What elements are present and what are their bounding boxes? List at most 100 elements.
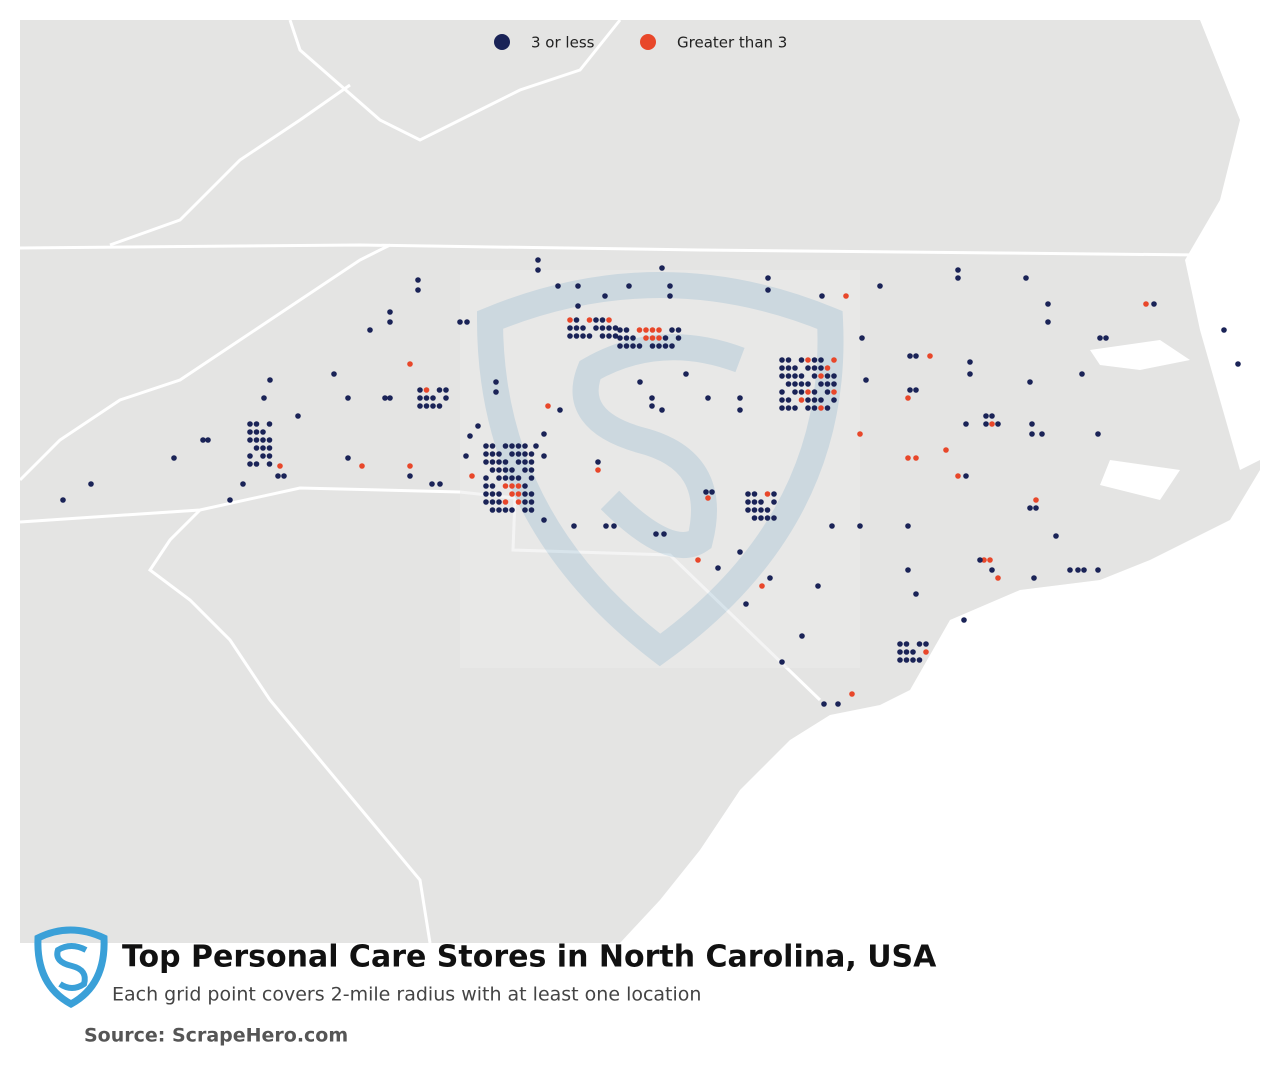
grid-point bbox=[737, 395, 743, 401]
grid-point bbox=[415, 287, 421, 293]
grid-point bbox=[1103, 335, 1109, 341]
grid-point bbox=[205, 437, 211, 443]
grid-point bbox=[1045, 301, 1051, 307]
grid-point bbox=[599, 333, 606, 339]
grid-point bbox=[630, 335, 636, 341]
grid-point bbox=[599, 317, 606, 323]
grid-point bbox=[792, 405, 798, 411]
grid-point bbox=[811, 357, 818, 363]
grid-point bbox=[464, 319, 470, 325]
grid-point bbox=[387, 319, 393, 325]
grid-point bbox=[811, 397, 818, 403]
grid-point bbox=[1079, 371, 1085, 377]
grid-point bbox=[382, 395, 388, 401]
grid-point bbox=[502, 459, 509, 465]
grid-point bbox=[502, 443, 509, 449]
grid-point bbox=[798, 389, 805, 395]
grid-point bbox=[792, 373, 798, 379]
grid-point bbox=[496, 475, 502, 481]
grid-point bbox=[599, 325, 606, 331]
grid-point bbox=[535, 257, 541, 263]
grid-point bbox=[247, 437, 253, 443]
grid-point bbox=[606, 325, 612, 331]
grid-point bbox=[606, 317, 612, 323]
grid-point bbox=[792, 365, 798, 371]
grid-point bbox=[266, 445, 273, 451]
grid-point bbox=[88, 481, 94, 487]
grid-point bbox=[331, 371, 337, 377]
grid-point bbox=[496, 459, 502, 465]
grid-point bbox=[266, 461, 273, 467]
subtitle: Each grid point covers 2-mile radius wit… bbox=[112, 984, 701, 1006]
grid-point bbox=[805, 397, 811, 403]
grid-point bbox=[764, 491, 771, 497]
grid-point bbox=[989, 421, 995, 427]
grid-point bbox=[260, 437, 266, 443]
grid-point bbox=[367, 327, 373, 333]
grid-point bbox=[705, 495, 711, 501]
grid-point bbox=[496, 467, 502, 473]
grid-point bbox=[989, 567, 995, 573]
grid-point bbox=[509, 483, 515, 489]
grid-point bbox=[910, 649, 916, 655]
grid-point bbox=[653, 531, 659, 537]
grid-point bbox=[407, 361, 413, 367]
grid-point bbox=[805, 405, 811, 411]
grid-point bbox=[667, 283, 673, 289]
grid-point bbox=[779, 357, 785, 363]
grid-point bbox=[798, 357, 805, 363]
grid-point bbox=[275, 473, 281, 479]
grid-point bbox=[567, 333, 573, 339]
grid-point bbox=[818, 365, 824, 371]
grid-point bbox=[502, 475, 509, 481]
grid-point bbox=[541, 431, 547, 437]
grid-point bbox=[824, 405, 831, 411]
grid-point bbox=[995, 421, 1001, 427]
grid-point bbox=[943, 447, 949, 453]
grid-point bbox=[1221, 327, 1227, 333]
grid-point bbox=[528, 507, 535, 513]
grid-point bbox=[247, 421, 253, 427]
grid-point bbox=[253, 437, 260, 443]
grid-point bbox=[649, 403, 655, 409]
grid-point bbox=[758, 515, 764, 521]
grid-point bbox=[489, 467, 496, 473]
grid-point bbox=[903, 641, 910, 647]
grid-point bbox=[1067, 567, 1073, 573]
ocean bbox=[1185, 20, 1260, 470]
grid-point bbox=[798, 373, 805, 379]
grid-point bbox=[555, 283, 561, 289]
grid-point bbox=[469, 473, 475, 479]
grid-point bbox=[612, 333, 619, 339]
grid-point bbox=[612, 325, 619, 331]
ocean bbox=[620, 470, 1260, 943]
grid-point bbox=[989, 413, 995, 419]
grid-point bbox=[430, 395, 436, 401]
grid-point bbox=[905, 455, 911, 461]
grid-point bbox=[905, 567, 911, 573]
grid-point bbox=[779, 365, 785, 371]
grid-point bbox=[253, 429, 260, 435]
grid-point bbox=[1031, 575, 1037, 581]
grid-point bbox=[831, 397, 837, 403]
grid-point bbox=[1097, 335, 1103, 341]
grid-point bbox=[417, 403, 423, 409]
grid-point bbox=[905, 523, 911, 529]
grid-point bbox=[489, 491, 496, 497]
grid-point bbox=[669, 327, 675, 333]
grid-point bbox=[983, 421, 989, 427]
grid-point bbox=[675, 335, 682, 341]
grid-point bbox=[509, 443, 515, 449]
grid-point bbox=[643, 327, 649, 333]
grid-point bbox=[1081, 567, 1087, 573]
grid-point bbox=[818, 397, 824, 403]
grid-point bbox=[831, 381, 837, 387]
grid-point bbox=[617, 343, 623, 349]
grid-point bbox=[667, 293, 673, 299]
grid-point bbox=[811, 405, 818, 411]
grid-point bbox=[493, 379, 499, 385]
grid-point bbox=[659, 265, 665, 271]
grid-point bbox=[227, 497, 233, 503]
grid-point bbox=[522, 459, 528, 465]
grid-point bbox=[923, 641, 929, 647]
